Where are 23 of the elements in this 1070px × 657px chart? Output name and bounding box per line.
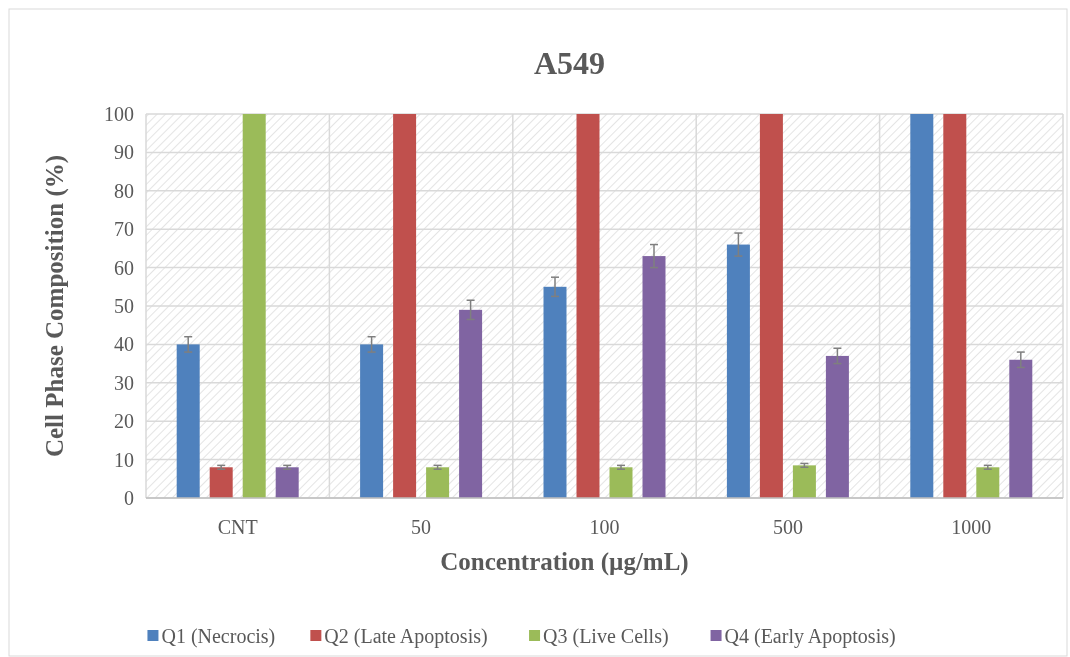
x-tick-label: 100 <box>589 516 620 538</box>
x-tick-label: 1000 <box>951 516 992 538</box>
legend-label: Q1 (Necrocis) <box>161 625 276 648</box>
y-tick-label: 50 <box>114 295 134 317</box>
y-tick-label: 80 <box>114 179 134 202</box>
chart-title: A549 <box>533 45 606 81</box>
y-axis-title: Cell Phase Composition (%) <box>41 154 69 458</box>
y-tick-label: 70 <box>114 218 134 241</box>
legend-label: Q3 (Live Cells) <box>543 625 669 648</box>
y-tick-label: 100 <box>104 103 134 125</box>
x-axis-title: Concentration (µg/mL) <box>440 548 689 576</box>
y-tick-label: 60 <box>114 256 134 279</box>
y-tick-label: 10 <box>114 448 134 471</box>
y-tick-label: 0 <box>124 487 134 509</box>
y-tick-label: 30 <box>114 371 134 394</box>
x-tick-label: CNT <box>217 516 258 538</box>
legend-label: Q4 (Early Apoptosis) <box>724 625 896 648</box>
y-tick-label: 40 <box>114 333 134 356</box>
x-tick-label: 500 <box>772 516 803 538</box>
y-tick-label: 20 <box>114 410 134 433</box>
x-tick-label: 50 <box>411 516 432 538</box>
y-tick-label: 90 <box>114 141 134 164</box>
legend-label: Q2 (Late Apoptosis) <box>324 625 488 648</box>
